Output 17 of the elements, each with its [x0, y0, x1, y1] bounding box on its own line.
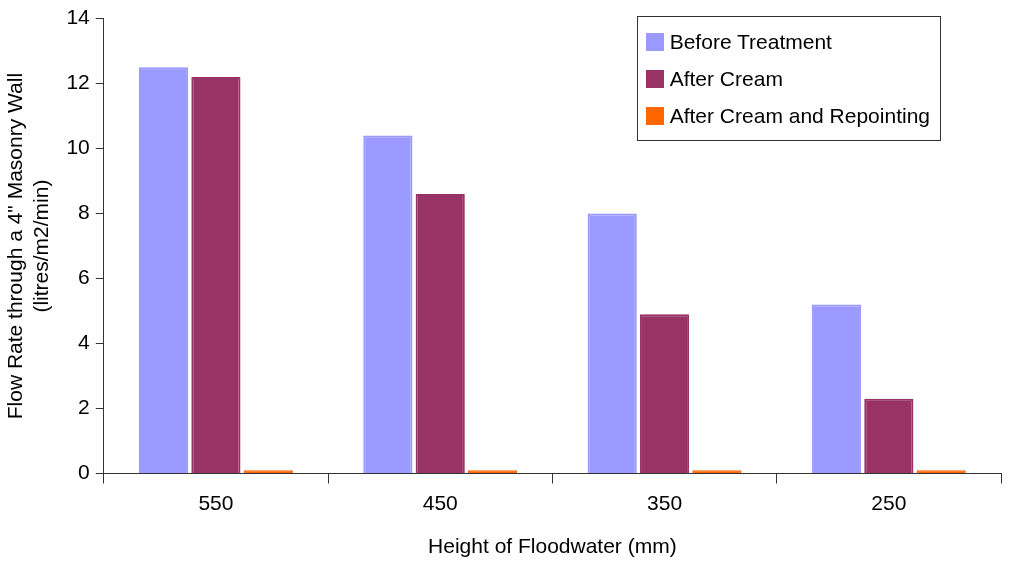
x-tick-label: 450: [422, 491, 458, 514]
y-tick-label: 4: [78, 330, 91, 354]
x-tick-label: 350: [647, 491, 683, 514]
x-tick-label: 250: [871, 491, 907, 514]
y-tick-label: 10: [66, 135, 90, 159]
legend-label: Before Treatment: [669, 29, 832, 54]
y-tick-label: 2: [78, 395, 90, 419]
y-axis-title: Flow Rate through a 4" Masonry Wall (litres/m2/min): [3, 72, 52, 420]
y-tick-label: 0: [78, 460, 90, 484]
y-tick-label: 6: [78, 265, 90, 289]
legend-label: After Cream: [669, 66, 783, 91]
y-tick-label: 12: [66, 70, 90, 94]
x-axis-title: Height of Floodwater (mm): [428, 534, 677, 558]
y-tick-label: 8: [78, 200, 90, 224]
x-tick-label: 550: [198, 491, 234, 514]
y-tick-label: 14: [66, 5, 91, 29]
legend-label: After Cream and Repointing: [669, 103, 930, 128]
